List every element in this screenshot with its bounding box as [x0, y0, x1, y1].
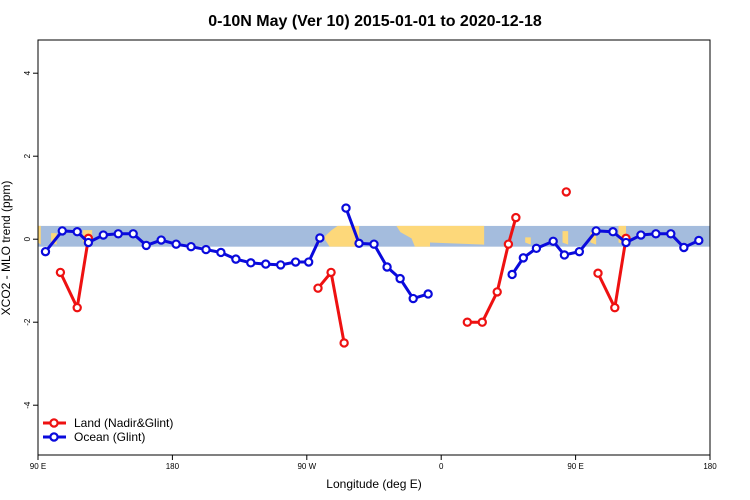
data-point-0-0-1	[72, 302, 82, 313]
data-point-1-0-14	[246, 258, 256, 268]
data-point-1-0-3	[83, 237, 94, 248]
data-point-1-0-18	[303, 257, 314, 267]
legend-label-1: Ocean (Glint)	[74, 430, 145, 444]
band-land-5	[396, 225, 430, 247]
legend-marker-1	[49, 432, 59, 442]
data-point-0-2-3	[503, 239, 514, 249]
data-point-0-0-0	[55, 267, 66, 278]
data-point-1-0-1	[57, 226, 67, 236]
data-point-0-2-2	[492, 287, 502, 297]
data-point-1-2-0	[507, 269, 517, 280]
legend-marker-0	[49, 418, 59, 428]
data-point-0-1-2	[339, 338, 349, 348]
band-land-6	[430, 225, 485, 245]
data-point-1-1-2	[369, 239, 379, 249]
legend-label-0: Land (Nadir&Glint)	[74, 416, 173, 430]
data-point-1-2-13	[694, 235, 704, 246]
data-point-1-2-7	[608, 227, 618, 237]
data-point-1-1-6	[423, 289, 433, 299]
legend: Land (Nadir&Glint)Ocean (Glint)	[43, 416, 173, 444]
x-tick-label-5: 180	[703, 462, 717, 471]
chart-title: 0-10N May (Ver 10) 2015-01-01 to 2020-12…	[208, 13, 542, 30]
band-land-7	[525, 237, 531, 245]
data-point-1-0-17	[290, 257, 301, 267]
x-tick-label-0: 90 E	[30, 462, 46, 471]
band-ocean	[38, 225, 710, 247]
series-land	[55, 187, 631, 348]
data-point-1-2-2	[531, 243, 542, 254]
data-point-1-0-8	[156, 235, 166, 245]
data-point-1-1-5	[408, 293, 418, 304]
x-tick-label-3: 0	[439, 462, 444, 471]
data-point-0-4-0	[593, 268, 603, 278]
data-point-0-2-1	[477, 317, 487, 327]
data-point-1-0-11	[201, 244, 211, 255]
y-tick-label-2: 0	[23, 236, 32, 241]
data-point-1-0-2	[72, 227, 82, 237]
data-point-1-0-10	[186, 241, 196, 252]
x-axis-label: Longitude (deg E)	[326, 477, 421, 491]
x-tick-label-1: 180	[166, 462, 180, 471]
data-point-1-0-16	[275, 260, 286, 270]
axes: 90 E 180 90 W 0 90 E 180 -4 -2 0 2 4	[23, 70, 717, 471]
data-point-1-0-12	[216, 247, 226, 258]
data-point-0-2-4	[511, 212, 521, 223]
series-layer	[40, 187, 704, 348]
series-ocean	[40, 203, 704, 304]
band-land-0	[38, 225, 41, 245]
data-point-1-0-7	[141, 240, 151, 251]
data-point-1-1-0	[341, 203, 351, 213]
data-point-1-0-5	[113, 229, 123, 239]
data-point-1-2-1	[518, 253, 529, 263]
plot-frame	[37, 39, 711, 456]
data-point-1-2-10	[651, 229, 661, 239]
data-point-1-2-3	[548, 236, 558, 246]
data-point-1-2-11	[666, 229, 676, 239]
y-axis-label: XCO2 - MLO trend (ppm)	[0, 181, 13, 316]
y-tick-label-3: 2	[23, 153, 32, 158]
data-point-1-2-12	[679, 242, 689, 253]
data-point-1-1-4	[395, 273, 405, 284]
series-line-1-1	[344, 207, 429, 301]
y-tick-label-4: 4	[23, 70, 32, 75]
data-point-1-1-1	[354, 238, 364, 249]
band-land-4	[323, 225, 360, 247]
data-point-0-3-0	[561, 187, 571, 197]
data-point-1-0-13	[231, 254, 241, 264]
data-point-1-2-8	[621, 237, 631, 248]
y-tick-label-1: -2	[23, 318, 32, 326]
y-tick-label-0: -4	[23, 401, 32, 409]
data-point-1-0-6	[128, 229, 138, 239]
data-point-1-2-5	[574, 246, 585, 257]
data-point-1-0-4	[98, 230, 109, 240]
x-tick-label-4: 90 E	[567, 462, 583, 471]
data-point-1-0-0	[40, 246, 51, 257]
data-point-0-4-1	[610, 302, 620, 313]
data-point-1-0-19	[315, 233, 325, 243]
data-point-1-0-15	[261, 259, 271, 269]
data-point-0-1-1	[326, 267, 336, 278]
data-point-0-2-0	[462, 317, 473, 327]
series-line-0-1	[316, 270, 346, 344]
x-tick-label-2: 90 W	[297, 462, 316, 471]
data-point-1-1-3	[382, 262, 392, 272]
data-point-1-2-9	[636, 230, 646, 240]
data-point-0-1-0	[313, 283, 323, 293]
band-land-8	[562, 231, 569, 245]
data-point-1-2-4	[559, 250, 570, 260]
data-point-1-2-6	[591, 226, 601, 236]
data-point-1-0-9	[171, 239, 181, 249]
